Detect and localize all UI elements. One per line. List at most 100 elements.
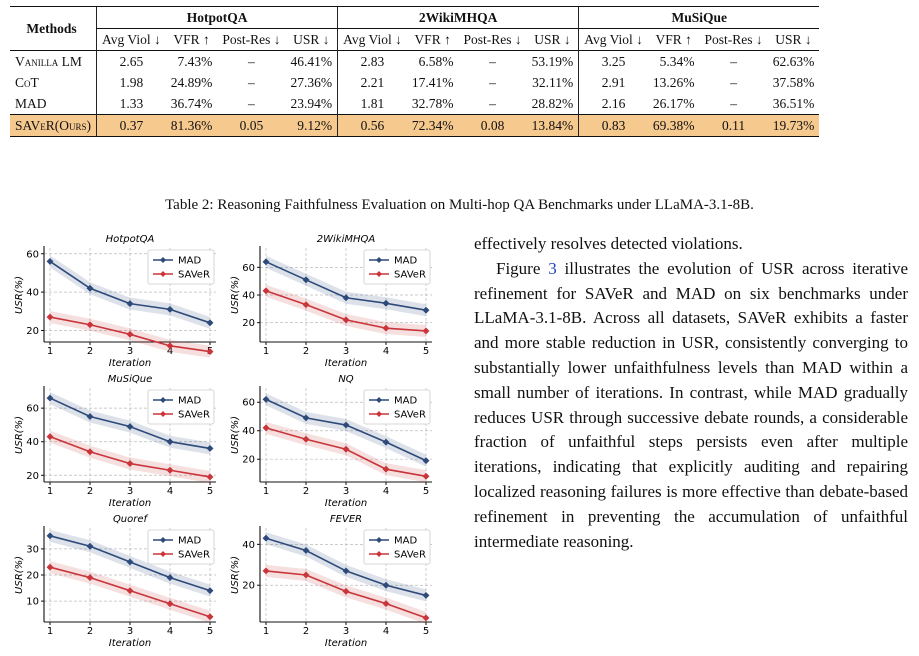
data-point [166, 438, 174, 446]
table-cell: 1.33 [96, 93, 166, 115]
data-point [262, 258, 270, 266]
data-point [382, 299, 390, 307]
data-point [86, 448, 94, 456]
legend-marker [160, 271, 166, 277]
table-cell: 6.58% [406, 50, 459, 72]
method-name: SAVeR(Ours) [10, 114, 97, 137]
y-tick-label: 40 [242, 426, 255, 437]
table-cell: 19.73% [767, 114, 820, 137]
table-row: MAD 1.33 36.74% – 23.94% 1.81 32.78% – 28.82% 2.1… [10, 93, 819, 115]
y-tick-label: 20 [26, 571, 39, 582]
table-cell: 0.05 [217, 114, 286, 137]
data-point [206, 444, 214, 452]
table-cell: 24.89% [170, 75, 213, 90]
chart-panel-nq: NQ 1 2 3 4 5 20 40 60 Iteration USR(%) MAD SAVeR [226, 370, 444, 509]
x-tick-label: 4 [167, 626, 173, 637]
table-cell: 0.83 [578, 114, 648, 137]
data-point [422, 457, 430, 465]
x-tick-label: 5 [207, 486, 213, 497]
series-band-saver [266, 284, 426, 337]
y-tick-label: 10 [26, 597, 39, 608]
data-point [342, 587, 350, 595]
data-point [86, 542, 94, 550]
figure-ref-link[interactable]: 3 [548, 258, 557, 278]
group-header-2wikimhqa: 2WikiMHQA [337, 6, 579, 29]
y-tick-label: 20 [242, 581, 255, 592]
data-point [206, 348, 214, 356]
y-tick-label: 30 [26, 544, 39, 555]
data-point [206, 587, 214, 595]
x-tick-label: 5 [423, 626, 429, 637]
x-tick-label: 1 [47, 486, 53, 497]
x-tick-label: 4 [167, 486, 173, 497]
data-point [382, 324, 390, 332]
table-cell: – [248, 96, 255, 111]
metric-header: Post-Res ↓ [704, 32, 763, 47]
table-cell: 32.78% [411, 96, 454, 111]
data-point [166, 600, 174, 608]
table-cell: 32.11% [532, 75, 574, 90]
table-cell: 0.08 [458, 114, 527, 137]
data-point [126, 587, 134, 595]
y-tick-label: 60 [26, 249, 39, 260]
table-cell: 81.36% [165, 114, 218, 137]
legend-label: MAD [394, 256, 417, 267]
x-tick-label: 1 [47, 346, 53, 357]
y-tick-label: 60 [26, 404, 39, 415]
x-tick-label: 3 [127, 486, 133, 497]
data-point [262, 395, 270, 403]
data-point [126, 330, 134, 338]
usr-iteration-figure: HotpotQA 1 2 3 4 5 20 40 60 Iteration USR(%) MAD SAV… [10, 230, 450, 650]
legend-marker [376, 537, 382, 543]
table-row: Vanilla LM 2.65 7.43% –46.41% 2.83 6.58% –53.1… [10, 50, 820, 72]
table-cell: 46.41% [285, 50, 338, 72]
y-axis-label: USR(%) [230, 276, 241, 314]
chart-panel-2wikimhqa: 2WikiMHQA 1 2 3 4 5 20 40 60 Iteration USR(%) MAD SA… [226, 230, 444, 369]
paragraph-2: Figure 3 illustrates the evolution of US… [474, 257, 908, 555]
chart-title: HotpotQA [106, 234, 155, 245]
data-point [86, 321, 94, 329]
x-tick-label: 5 [207, 626, 213, 637]
table-cell: 23.94% [290, 96, 333, 111]
x-tick-label: 4 [383, 626, 389, 637]
x-axis-label: Iteration [325, 498, 367, 509]
data-point [382, 465, 390, 473]
y-tick-label: 20 [26, 471, 39, 482]
table-cell: 37.58% [772, 75, 815, 90]
data-point [342, 421, 350, 429]
table-cell: 72.34% [406, 114, 459, 137]
table-caption: Table 2: Reasoning Faithfulness Evaluati… [165, 197, 754, 213]
table-cell: 26.17% [652, 96, 695, 111]
y-tick-label: 60 [242, 263, 255, 274]
x-tick-label: 4 [383, 346, 389, 357]
table-cell: 2.16 [578, 93, 648, 115]
table-cell: 36.74% [170, 96, 213, 111]
data-point [422, 614, 430, 622]
x-tick-label: 5 [423, 486, 429, 497]
data-point [302, 435, 310, 443]
y-tick-label: 40 [26, 437, 39, 448]
legend-label: MAD [178, 396, 201, 407]
table-cell: 1.98 [96, 72, 166, 93]
paragraph-2-rest: illustrates the evolution of USR across … [474, 258, 908, 551]
data-point [166, 466, 174, 474]
metric-header: VFR ↑ [414, 32, 451, 47]
chart-panel-quoref: Quoref 1 2 3 4 5 10 20 30 Iteration USR(%) MAD SAVeR [10, 510, 228, 649]
x-tick-label: 4 [167, 346, 173, 357]
results-table: Methods HotpotQA 2WikiMHQA MuSiQue Avg V… [10, 6, 820, 137]
data-point [46, 532, 54, 540]
x-tick-label: 2 [87, 626, 93, 637]
data-point [302, 414, 310, 422]
legend-label: SAVeR [178, 410, 210, 421]
x-tick-label: 1 [263, 486, 269, 497]
metric-header: Avg Viol ↓ [96, 28, 166, 51]
y-axis-label: USR(%) [14, 416, 25, 454]
chart-title: 2WikiMHQA [317, 234, 376, 245]
table-cell: 5.34% [647, 50, 700, 72]
metric-header: Avg Viol ↓ [578, 28, 648, 51]
legend-marker [160, 551, 166, 557]
table-row: CoT 1.98 24.89% – 27.36% 2.21 17.41% – 32.11% 2.9… [10, 72, 819, 93]
data-point [46, 433, 54, 441]
legend-marker [160, 537, 166, 543]
table-cell: – [248, 75, 255, 90]
